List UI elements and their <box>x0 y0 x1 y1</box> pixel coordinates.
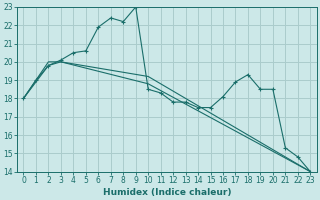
X-axis label: Humidex (Indice chaleur): Humidex (Indice chaleur) <box>103 188 231 197</box>
